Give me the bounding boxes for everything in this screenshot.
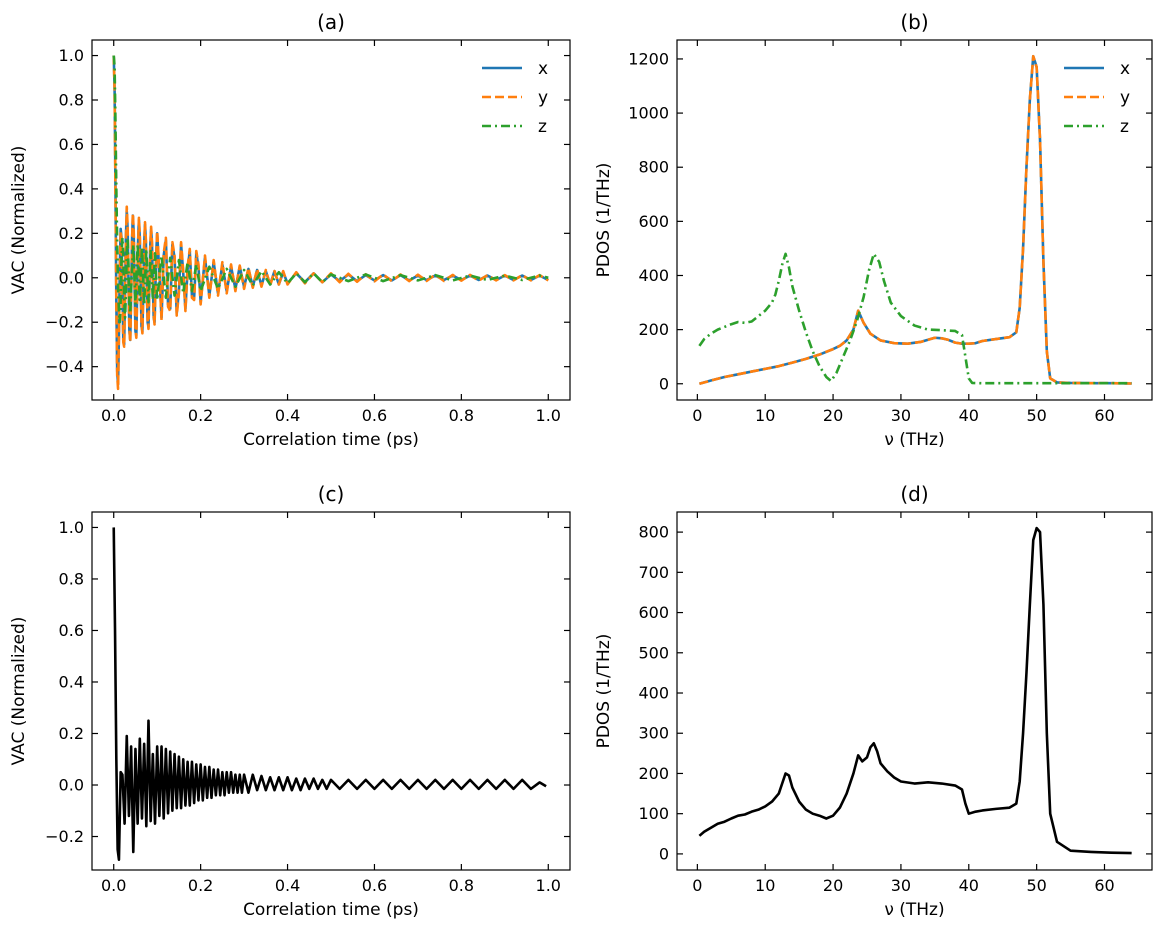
series-line-1 [112, 527, 547, 861]
x-tick-label: 0.8 [449, 406, 474, 425]
y-tick-label: 500 [638, 643, 669, 662]
y-tick-label: −0.4 [45, 357, 84, 376]
x-axis-label: Correlation time (ps) [243, 430, 419, 450]
series-line-z [112, 55, 549, 324]
chart-title: (d) [900, 482, 928, 506]
axes-frame [676, 511, 1153, 871]
x-tick-label: 0.6 [362, 876, 387, 895]
x-tick-label: 0.4 [275, 406, 300, 425]
legend-label-y: y [1120, 88, 1130, 108]
y-tick-label: 1.0 [59, 46, 84, 65]
chart-title: (b) [900, 10, 928, 34]
panel-a: 0.0 0.2 0.4 0.6 0.8 1.0 −0.4 −0.2 0.0 0.2 0.4 0.6 0.… [9, 10, 571, 450]
y-tick-label: 0.2 [59, 724, 84, 743]
x-tick-label: 0 [692, 406, 702, 425]
axes-frame [91, 39, 571, 401]
x-axis-label: ν (THz) [884, 430, 944, 450]
y-tick-label: −0.2 [45, 827, 84, 846]
x-tick-label: 0.0 [101, 406, 126, 425]
chart-title: (c) [318, 482, 345, 506]
legend-label-x: x [538, 59, 548, 79]
x-tick-label: 50 [1026, 406, 1046, 425]
x-tick-label: 0.8 [449, 876, 474, 895]
x-axis-label: Correlation time (ps) [243, 900, 419, 920]
y-tick-label: 1.0 [59, 518, 84, 537]
y-axis-label: PDOS (1/THz) [594, 163, 614, 278]
y-tick-label: 200 [638, 764, 669, 783]
x-tick-label: 0 [692, 876, 702, 895]
x-tick-label: 30 [891, 406, 911, 425]
y-tick-label: 0.0 [59, 268, 84, 287]
y-tick-label: 0.8 [59, 91, 84, 110]
x-tick-label: 0.6 [362, 406, 387, 425]
y-tick-label: 100 [638, 804, 669, 823]
series-line-1 [698, 526, 1132, 855]
y-tick-label: 0.6 [59, 135, 84, 154]
legend: xyz [1064, 59, 1130, 137]
y-tick-label: 0.4 [59, 672, 84, 691]
y-tick-label: 1200 [628, 49, 669, 68]
y-tick-label: 0.4 [59, 179, 84, 198]
y-tick-label: 0 [659, 844, 669, 863]
y-tick-label: 800 [638, 523, 669, 542]
y-tick-label: 400 [638, 684, 669, 703]
x-tick-label: 1.0 [536, 876, 561, 895]
x-tick-label: 30 [891, 876, 911, 895]
series-line-z [698, 252, 1132, 385]
y-tick-label: 0.2 [59, 224, 84, 243]
y-tick-label: 0.0 [59, 776, 84, 795]
x-tick-label: 0.2 [188, 406, 213, 425]
x-tick-label: 60 [1094, 406, 1114, 425]
y-tick-label: 300 [638, 724, 669, 743]
y-tick-label: 400 [638, 266, 669, 285]
series-line-y [699, 54, 1132, 386]
y-tick-label: 1000 [628, 104, 669, 123]
axes-frame [91, 511, 571, 871]
panel-d: 0 10 20 30 40 50 600100200300400500600700800(d… [594, 482, 1153, 920]
legend-label-y: y [538, 88, 548, 108]
y-tick-label: 0.8 [59, 569, 84, 588]
x-tick-label: 20 [823, 406, 843, 425]
y-tick-label: 600 [638, 603, 669, 622]
y-tick-label: 800 [638, 158, 669, 177]
legend-label-z: z [1120, 117, 1129, 137]
y-tick-label: 200 [638, 320, 669, 339]
series-line-y [112, 55, 549, 391]
legend: xyz [482, 59, 548, 137]
x-tick-label: 1.0 [536, 406, 561, 425]
x-tick-label: 0.0 [101, 876, 126, 895]
y-tick-label: 0.6 [59, 621, 84, 640]
y-axis-label: PDOS (1/THz) [594, 634, 614, 749]
y-axis-label: VAC (Normalized) [9, 146, 29, 295]
x-tick-label: 0.4 [275, 876, 300, 895]
legend-label-z: z [538, 117, 547, 137]
x-tick-label: 0.2 [188, 876, 213, 895]
y-tick-label: 0 [659, 374, 669, 393]
axes-frame [676, 39, 1153, 401]
series-line-x [112, 55, 549, 386]
x-tick-label: 50 [1026, 876, 1046, 895]
x-axis-label: ν (THz) [884, 900, 944, 920]
legend-label-x: x [1120, 59, 1130, 79]
x-tick-label: 10 [755, 876, 775, 895]
x-tick-label: 60 [1094, 876, 1114, 895]
series-line-x [699, 54, 1132, 386]
panel-c: 0.0 0.2 0.4 0.6 0.8 1.0 −0.2 0.0 0.2 0.4 0.6 0.8 1.0… [9, 482, 571, 920]
x-tick-label: 10 [755, 406, 775, 425]
x-tick-label: 40 [959, 406, 979, 425]
y-tick-label: 700 [638, 563, 669, 582]
y-tick-label: 600 [638, 212, 669, 231]
y-tick-label: −0.2 [45, 313, 84, 332]
x-tick-label: 20 [823, 876, 843, 895]
x-tick-label: 40 [959, 876, 979, 895]
y-axis-label: VAC (Normalized) [9, 617, 29, 766]
chart-title: (a) [317, 10, 345, 34]
